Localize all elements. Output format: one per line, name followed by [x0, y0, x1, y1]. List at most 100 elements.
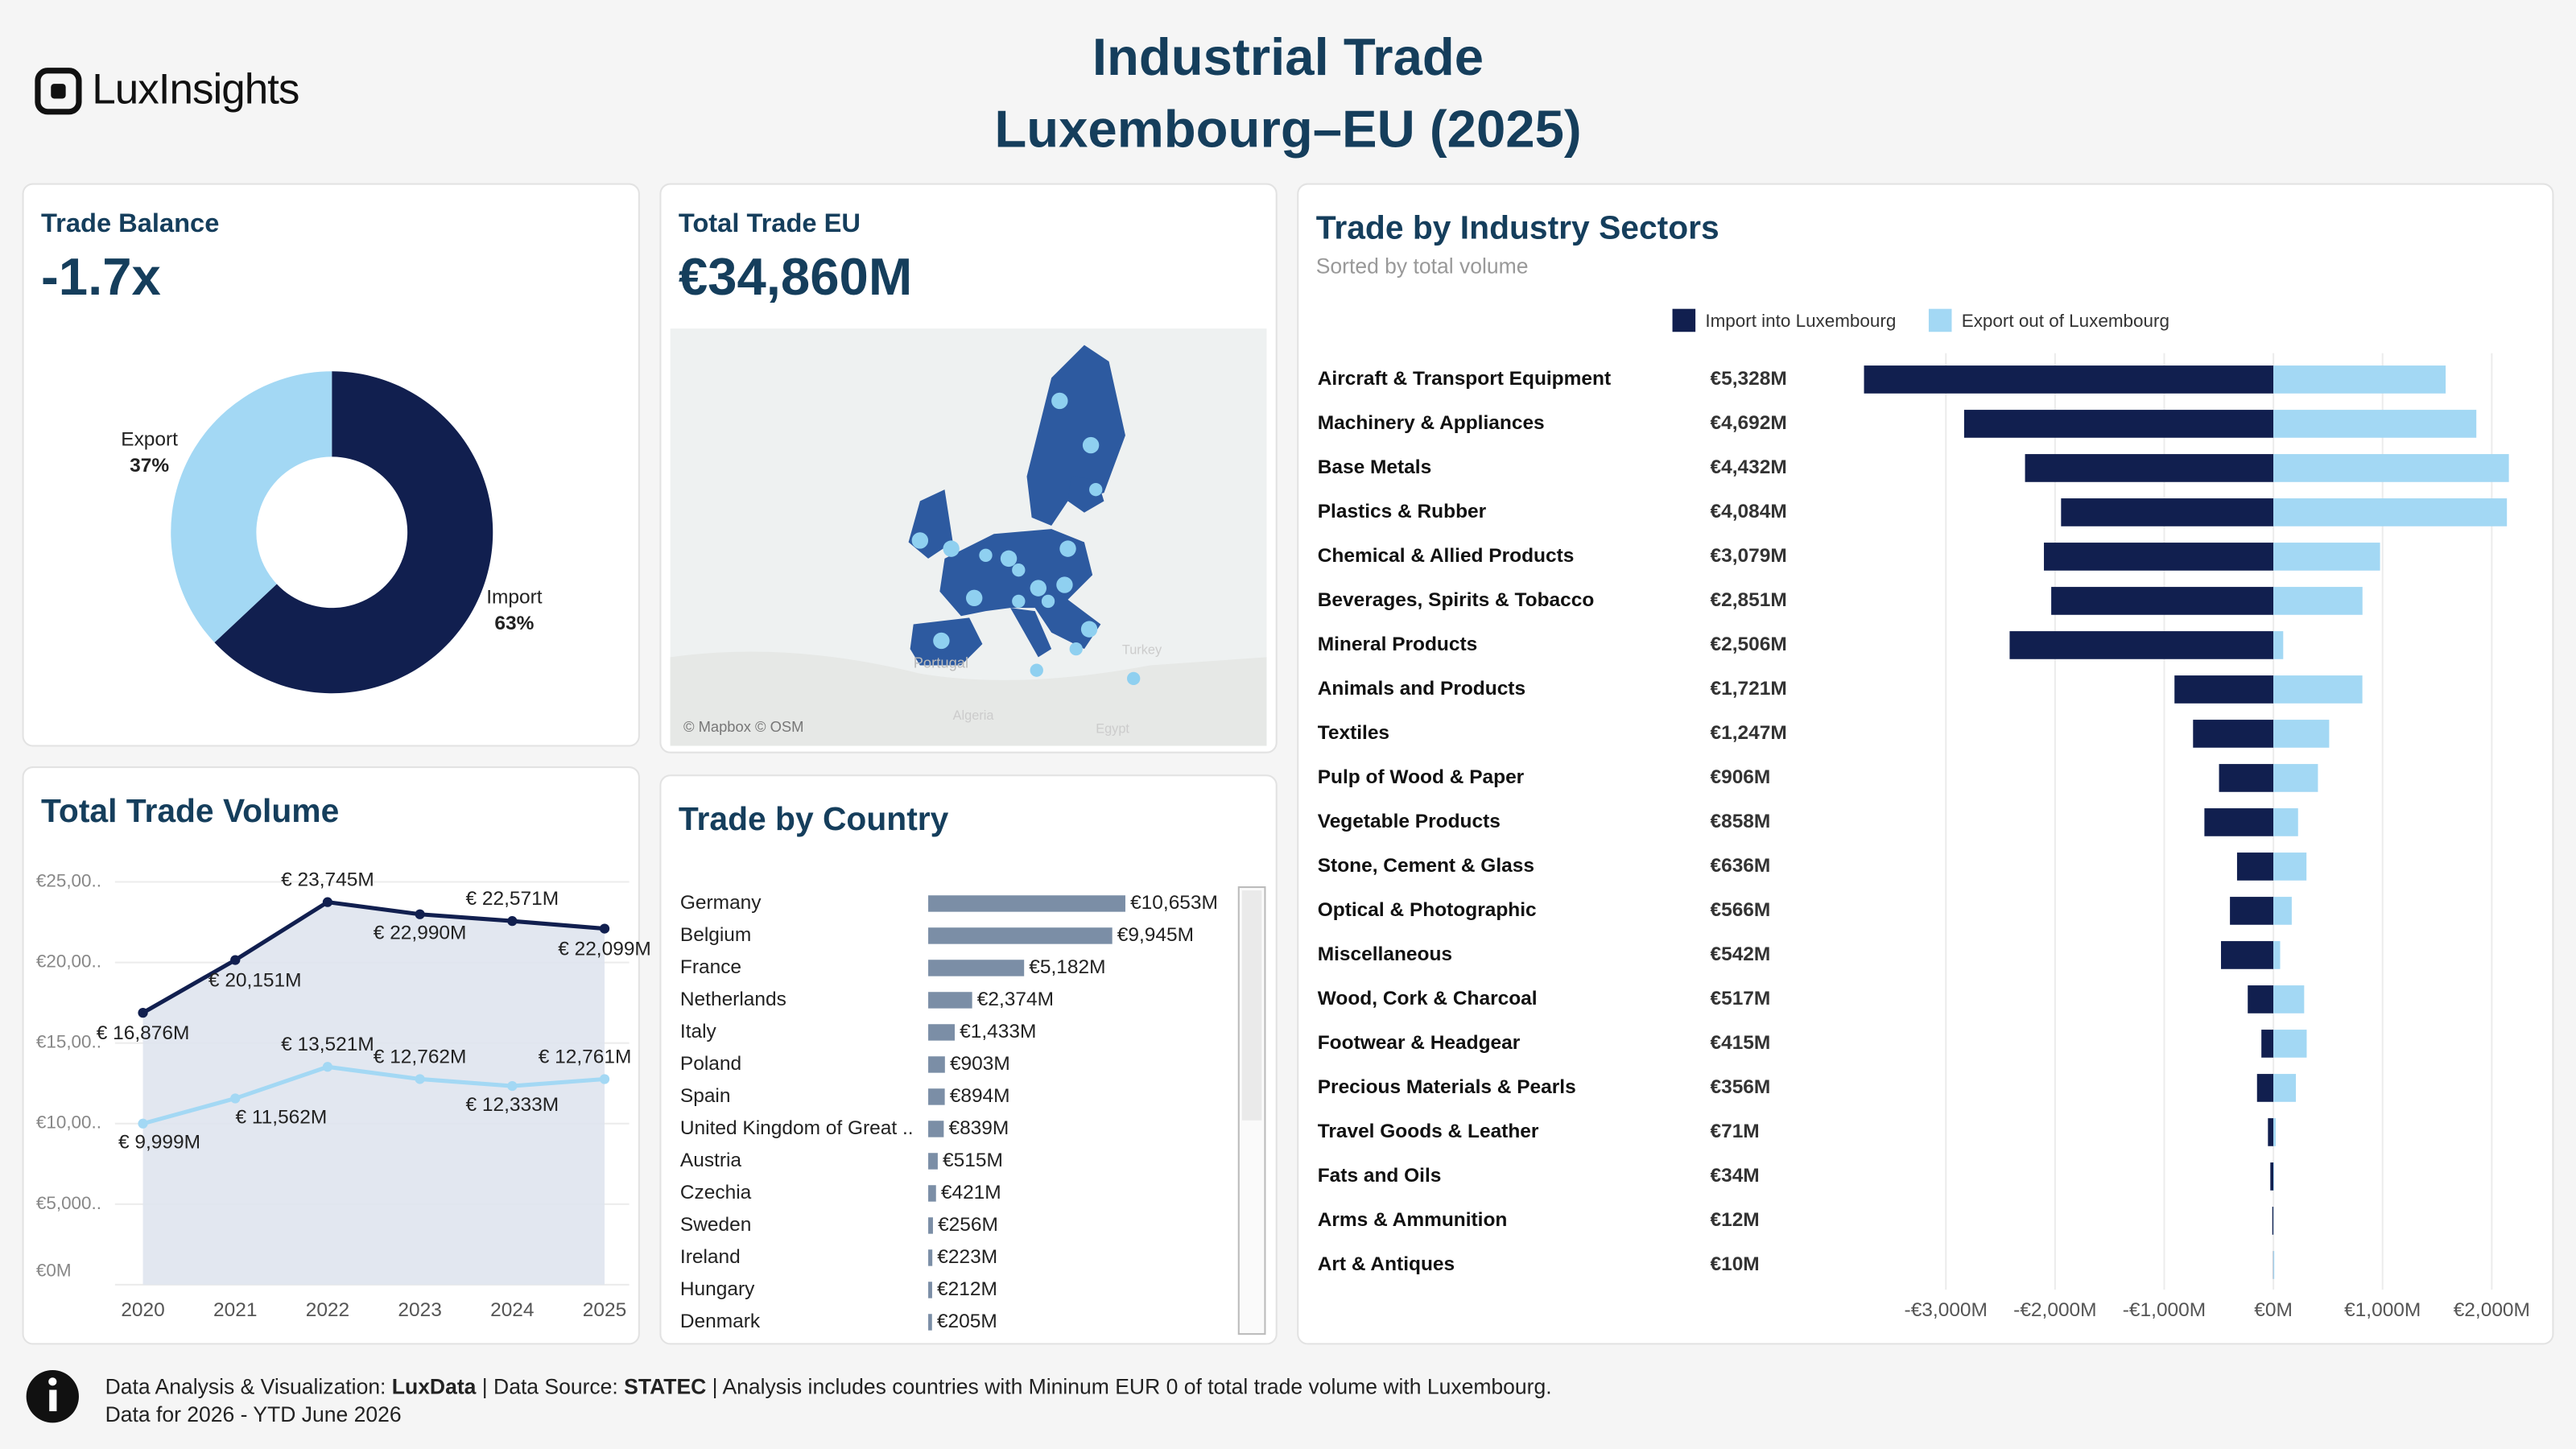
data-label: €894M	[950, 1085, 1010, 1107]
x-tick-label: 2025	[583, 1299, 626, 1321]
total-label: €5,328M	[1710, 368, 1786, 390]
footer-segment: | Data Source:	[476, 1375, 624, 1399]
total-label: €906M	[1710, 766, 1770, 788]
category-label: Plastics & Rubber	[1318, 501, 1487, 522]
slice-label: Export	[121, 428, 178, 450]
total-label: €356M	[1710, 1076, 1770, 1098]
title-line: Industrial Trade	[1092, 27, 1484, 86]
category-label: Wood, Cork & Charcoal	[1318, 988, 1538, 1009]
category-label: Denmark	[680, 1311, 761, 1332]
total-label: €12M	[1710, 1209, 1759, 1231]
series-line	[142, 899, 605, 1015]
y-tick-label: €15,00..	[36, 1032, 101, 1052]
data-label: €515M	[943, 1150, 1003, 1171]
data-label: € 13,521M	[281, 1034, 374, 1055]
scrollbar-thumb[interactable]	[1241, 890, 1262, 1121]
category-label: Ireland	[680, 1246, 741, 1268]
bar	[2273, 720, 2330, 748]
footer-segment: Data Analysis & Visualization:	[105, 1375, 392, 1399]
data-label: €205M	[937, 1311, 997, 1332]
map-region	[1026, 345, 1125, 526]
card-subtitle: Sorted by total volume	[1316, 254, 1529, 279]
data-label: € 12,333M	[466, 1094, 559, 1116]
bar	[928, 992, 972, 1009]
card-title: Trade by Industry Sectors	[1316, 208, 1719, 246]
bar	[2273, 410, 2477, 438]
donut-slice	[171, 371, 332, 643]
logo-icon	[35, 68, 82, 115]
bar	[2273, 1030, 2307, 1058]
bar	[2236, 852, 2274, 881]
data-label: € 22,099M	[558, 939, 651, 960]
map-dots	[911, 392, 1141, 686]
bar	[2273, 543, 2380, 571]
brand: LuxInsights	[92, 65, 299, 113]
x-tick-label: €0M	[2254, 1299, 2293, 1321]
bar	[2248, 985, 2274, 1013]
bar	[2273, 498, 2508, 526]
info-icon-dot	[48, 1377, 57, 1386]
bar	[2273, 852, 2307, 881]
bar	[928, 1314, 932, 1331]
total-label: €10M	[1710, 1253, 1759, 1275]
slice-value-label: 63%	[494, 613, 534, 634]
bar	[2051, 587, 2274, 615]
x-tick-label: -€1,000M	[2123, 1299, 2206, 1321]
category-label: Poland	[680, 1053, 741, 1075]
bar	[2256, 1074, 2274, 1102]
bar	[928, 1088, 945, 1105]
total-label: €415M	[1710, 1032, 1770, 1054]
category-label: Spain	[680, 1085, 731, 1107]
map: Portugal Turkey Algeria Egypt © Mapbox ©…	[670, 328, 1267, 746]
bar	[2273, 454, 2509, 482]
category-label: Art & Antiques	[1318, 1253, 1455, 1275]
total-label: €566M	[1710, 899, 1770, 921]
bar	[2270, 1162, 2274, 1191]
data-label: € 22,990M	[374, 923, 467, 944]
data-label: € 12,761M	[539, 1046, 632, 1067]
x-tick-label: 2020	[121, 1299, 164, 1321]
x-tick-label: -€3,000M	[1905, 1299, 1988, 1321]
bar	[928, 1056, 945, 1073]
bar	[2044, 543, 2274, 571]
category-label: Mineral Products	[1318, 634, 1478, 655]
category-label: Italy	[680, 1021, 717, 1042]
data-label: €903M	[950, 1053, 1010, 1075]
total-label: €517M	[1710, 988, 1770, 1009]
bar	[928, 960, 1025, 976]
series-point	[599, 923, 610, 934]
map-label: Algeria	[953, 708, 995, 723]
category-label: Netherlands	[680, 989, 786, 1010]
category-label: Miscellaneous	[1318, 943, 1452, 965]
data-label: €9,945M	[1117, 924, 1194, 946]
bar	[928, 1249, 933, 1266]
data-label: €1,433M	[960, 1021, 1036, 1042]
x-tick-label: 2023	[398, 1299, 441, 1321]
series-line	[142, 1064, 605, 1126]
data-label: €2,374M	[977, 989, 1054, 1010]
map-region	[939, 529, 1101, 650]
bar	[2273, 941, 2281, 969]
bar	[2061, 498, 2274, 526]
title-line: Luxembourg–EU (2025)	[994, 100, 1581, 159]
series-point	[230, 1093, 241, 1104]
category-label: Czechia	[680, 1182, 752, 1203]
bar	[2273, 365, 2446, 394]
series-point	[322, 1062, 333, 1072]
series-point	[415, 1074, 425, 1084]
x-tick-label: 2024	[490, 1299, 534, 1321]
data-label: €839M	[948, 1117, 1009, 1139]
category-label: Aircraft & Transport Equipment	[1318, 368, 1611, 390]
logo-icon-dot	[51, 84, 66, 99]
x-tick-label: 2021	[213, 1299, 257, 1321]
footer-segment: LuxData	[392, 1375, 477, 1399]
data-label: € 20,151M	[208, 970, 302, 992]
data-label: €5,182M	[1029, 956, 1105, 978]
category-label: Belgium	[680, 924, 751, 946]
y-tick-label: €25,00..	[36, 870, 101, 890]
card-title: Total Trade Volume	[41, 792, 339, 829]
total-label: €636M	[1710, 855, 1770, 877]
kpi-value: €34,860M	[679, 247, 912, 306]
